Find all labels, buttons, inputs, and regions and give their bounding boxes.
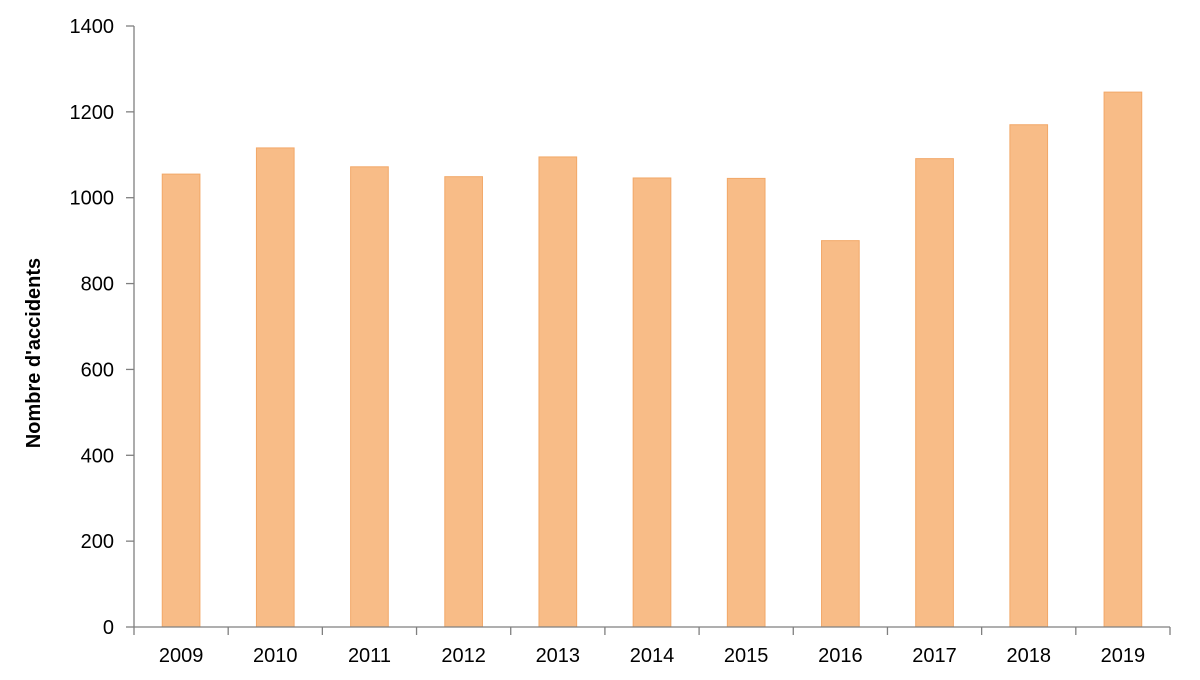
y-tick-label: 1000 xyxy=(70,188,115,210)
x-tick-label: 2016 xyxy=(818,645,863,667)
y-tick-label: 1200 xyxy=(70,102,115,124)
bar-2009 xyxy=(161,173,201,628)
y-tick-label: 400 xyxy=(81,445,114,467)
x-tick-label: 2017 xyxy=(912,645,957,667)
y-tick-label: 1400 xyxy=(70,16,115,38)
bar-2013 xyxy=(538,156,578,628)
bar-2017 xyxy=(915,158,954,628)
x-tick-label: 2012 xyxy=(441,645,486,667)
y-tick-label: 600 xyxy=(81,359,114,381)
bar-2016 xyxy=(821,240,860,628)
y-axis-title: Nombre d'accidents xyxy=(23,258,45,448)
bar-2011 xyxy=(350,166,389,628)
bar-2010 xyxy=(255,147,295,628)
y-tick-label: 200 xyxy=(81,531,114,553)
y-tick-label: 800 xyxy=(81,274,114,296)
bar-2012 xyxy=(444,176,483,628)
x-tick-label: 2009 xyxy=(159,645,204,667)
bar-2014 xyxy=(632,177,672,628)
ticks-layer: 2009 2010 2011 2012 2013 2014 2015 2016 2017 2018… xyxy=(70,16,1171,667)
x-tick-label: 2014 xyxy=(630,645,675,667)
axes-layer xyxy=(133,26,1170,628)
bar-2018 xyxy=(1009,124,1049,628)
x-tick-label: 2015 xyxy=(724,645,769,667)
x-tick-label: 2013 xyxy=(536,645,581,667)
y-tick-label: 0 xyxy=(103,617,114,639)
bars-layer xyxy=(161,91,1143,628)
x-tick-label: 2018 xyxy=(1006,645,1051,667)
x-tick-label: 2011 xyxy=(348,645,391,667)
bar-2019 xyxy=(1103,91,1143,628)
x-tick-label: 2019 xyxy=(1101,645,1146,667)
x-tick-label: 2010 xyxy=(253,645,298,667)
bar-2015 xyxy=(726,177,766,628)
